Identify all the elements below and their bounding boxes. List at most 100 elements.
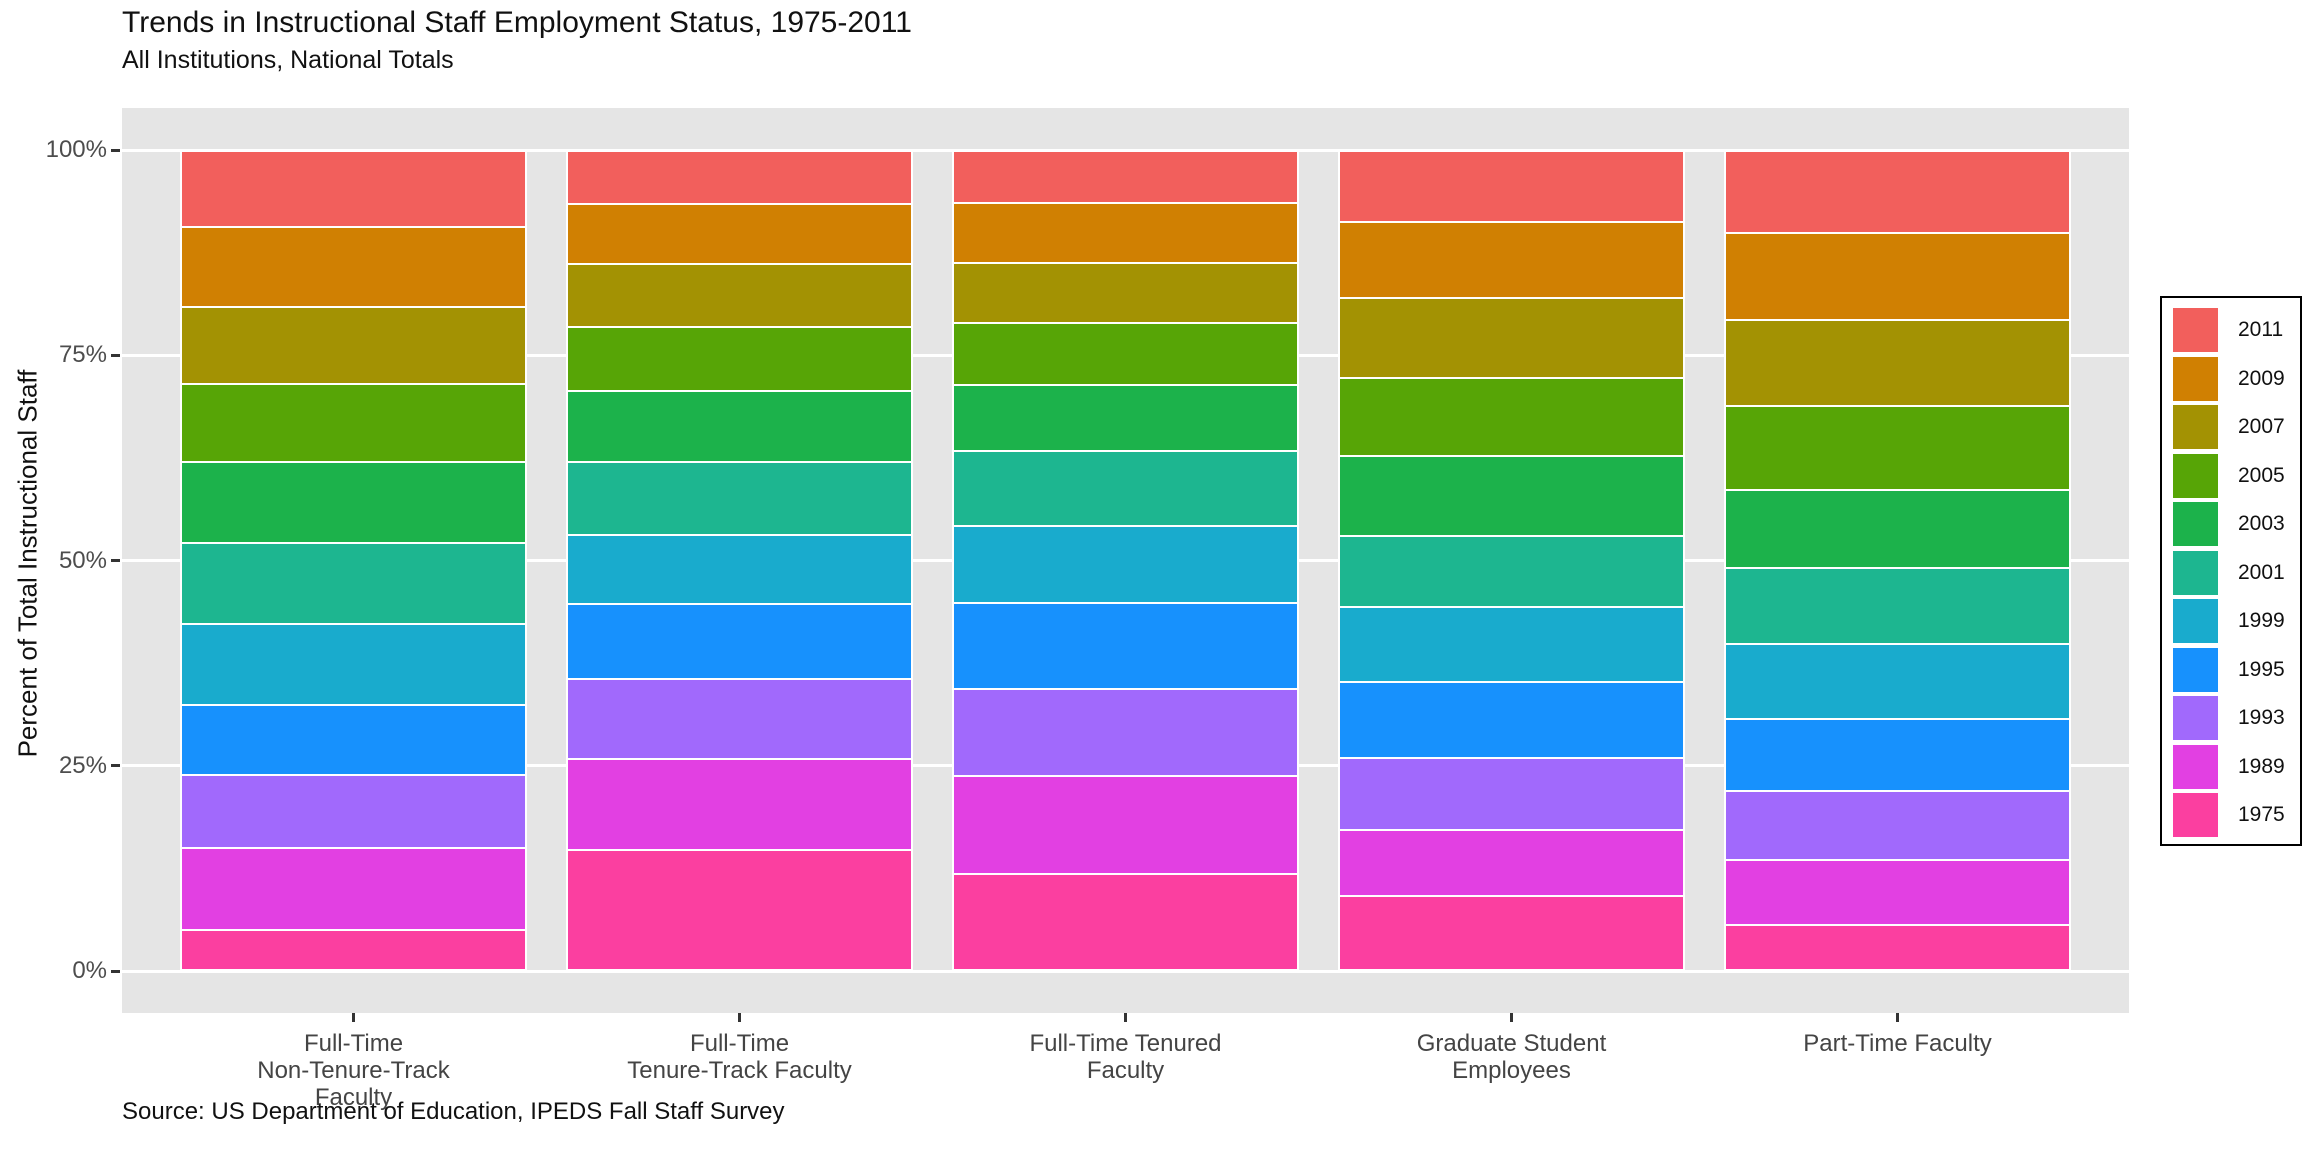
y-tick-mark (111, 148, 120, 152)
bar-segment-2011 (566, 150, 913, 204)
bar-segment-2005 (1338, 376, 1685, 455)
bar-segment-1989 (566, 758, 913, 849)
legend-swatch-2005 (2173, 453, 2218, 498)
legend-label: 2001 (2238, 560, 2285, 584)
legend-swatch-2011 (2173, 308, 2218, 352)
legend-swatch-1989 (2173, 744, 2218, 789)
legend-entry-2009: 2009 (2162, 355, 2300, 403)
legend-entry-1989: 1989 (2162, 743, 2300, 791)
legend-swatch-2001 (2173, 550, 2218, 595)
legend-swatch-2003 (2173, 502, 2218, 546)
legend-swatch-1993 (2173, 696, 2218, 740)
bar-segment-1995 (180, 704, 527, 774)
legend-swatch-1975 (2173, 793, 2218, 837)
chart-subtitle: All Institutions, National Totals (122, 46, 454, 74)
bar-segment-1999 (566, 534, 913, 604)
bar-segment-2005 (1724, 405, 2071, 490)
x-tick-mark (738, 1013, 741, 1022)
legend-label: 2007 (2238, 415, 2285, 438)
legend-entry-2001: 2001 (2162, 549, 2300, 597)
legend-label: 1989 (2238, 754, 2285, 778)
x-axis-label: Part-Time Faculty (1803, 1030, 1992, 1057)
bar-segment-1999 (952, 525, 1299, 602)
bar-segment-1993 (1338, 756, 1685, 829)
y-tick-label: 50% (58, 546, 107, 574)
legend-entry-2011: 2011 (2162, 306, 2300, 354)
bar-segment-2001 (180, 541, 527, 623)
bar-segment-1995 (952, 601, 1299, 688)
legend-entry-1975: 1975 (2162, 791, 2300, 839)
legend-swatch-2009 (2173, 356, 2218, 401)
legend-label: 2003 (2238, 512, 2285, 535)
bar-3 (952, 108, 1299, 1013)
bar-segment-2007 (1338, 296, 1685, 377)
y-tick-label: 75% (58, 341, 107, 369)
y-tick-label: 25% (58, 751, 107, 779)
bar-segment-1999 (1724, 643, 2071, 719)
x-tick-mark (352, 1013, 355, 1022)
legend-label: 2005 (2238, 463, 2285, 487)
bar-segment-2001 (566, 461, 913, 535)
bar-segment-2005 (566, 325, 913, 390)
bar-segment-2003 (1724, 489, 2071, 568)
legend-entry-2003: 2003 (2162, 500, 2300, 548)
bar-segment-1993 (1724, 790, 2071, 860)
bar-segment-2003 (1338, 454, 1685, 536)
bar-segment-2009 (566, 203, 913, 264)
bar-segment-2005 (952, 321, 1299, 384)
bar-segment-2007 (952, 262, 1299, 322)
x-tick-mark (1896, 1013, 1899, 1022)
bar-segment-2011 (952, 150, 1299, 202)
legend-label: 1975 (2238, 803, 2285, 826)
y-tick-mark (111, 764, 120, 768)
x-axis-label: Full-Time Non-Tenure-Track Faculty (257, 1030, 450, 1111)
legend-label: 2009 (2238, 366, 2285, 390)
bar-segment-2007 (1724, 319, 2071, 406)
y-tick-label: 100% (45, 136, 107, 163)
x-axis-label: Graduate Student Employees (1416, 1030, 1607, 1084)
bar-segment-2003 (180, 461, 527, 542)
bar-segment-1989 (952, 774, 1299, 874)
x-tick-mark (1124, 1013, 1127, 1022)
x-tick-mark (1510, 1013, 1513, 1022)
bar-segment-2009 (180, 226, 527, 306)
bar-segment-2011 (1724, 150, 2071, 233)
bar-segment-2007 (566, 263, 913, 326)
source-note: Source: US Department of Education, IPED… (122, 1098, 785, 1125)
legend-label: 1999 (2238, 609, 2285, 632)
bar-segment-2001 (1724, 567, 2071, 644)
bar-segment-2011 (180, 150, 527, 227)
legend-entry-2007: 2007 (2162, 403, 2300, 451)
bar-segment-1999 (1338, 606, 1685, 682)
bar-segment-1989 (1338, 828, 1685, 895)
bar-segment-1975 (1338, 894, 1685, 971)
plot-panel (122, 108, 2129, 1013)
bar-1 (180, 108, 527, 1013)
bar-segment-2009 (952, 201, 1299, 263)
bar-segment-2003 (952, 383, 1299, 451)
legend-swatch-1995 (2173, 647, 2218, 692)
bar-segment-2001 (952, 450, 1299, 526)
bar-segment-1995 (1338, 681, 1685, 757)
legend-entry-2005: 2005 (2162, 452, 2300, 500)
bar-segment-1975 (180, 929, 527, 971)
legend-entry-1993: 1993 (2162, 694, 2300, 742)
legend-swatch-2007 (2173, 405, 2218, 449)
bar-segment-1989 (180, 847, 527, 930)
legend-swatch-1999 (2173, 599, 2218, 643)
y-tick-mark (111, 559, 120, 562)
bar-segment-1975 (1724, 924, 2071, 971)
bar-segment-2009 (1338, 220, 1685, 297)
bar-segment-2005 (180, 383, 527, 462)
bar-segment-1975 (952, 873, 1299, 971)
bar-segment-2007 (180, 305, 527, 384)
y-tick-mark (111, 969, 120, 973)
bar-segment-1995 (566, 603, 913, 678)
gridline-0% (122, 969, 2129, 973)
legend-entry-1995: 1995 (2162, 646, 2300, 694)
legend-label: 1993 (2238, 706, 2285, 729)
y-tick-label: 0% (72, 957, 107, 984)
y-tick-mark (111, 353, 120, 357)
bar-segment-2001 (1338, 535, 1685, 607)
chart-title: Trends in Instructional Staff Employment… (122, 6, 912, 39)
